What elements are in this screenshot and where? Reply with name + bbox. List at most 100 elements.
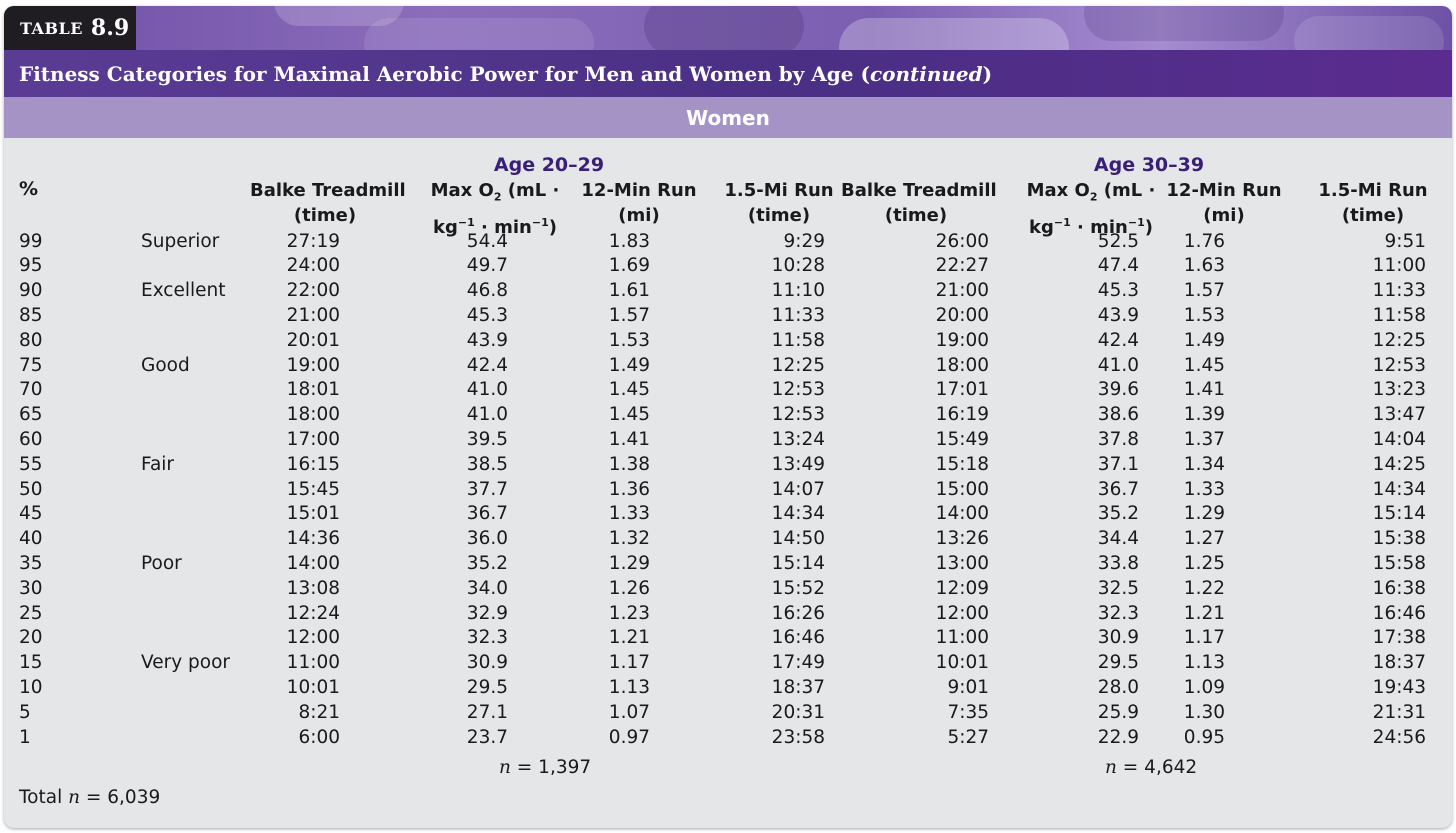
cell-run15-20-29: 14:07 bbox=[771, 478, 825, 500]
cell-balke-30-39: 9:01 bbox=[947, 676, 989, 698]
cell-balke-20-29: 21:00 bbox=[286, 304, 340, 326]
cell-percentile: 10 bbox=[19, 676, 43, 698]
cell-vo2-30-39: 52.5 bbox=[1097, 230, 1139, 252]
cell-run15-20-29: 15:14 bbox=[771, 552, 825, 574]
n-age-20-29: n = 1,397 bbox=[499, 757, 592, 778]
cell-vo2-20-29: 42.4 bbox=[466, 354, 508, 376]
cell-vo2-20-29: 30.9 bbox=[466, 652, 508, 674]
cell-balke-20-29: 16:15 bbox=[286, 453, 340, 475]
cell-vo2-30-39: 22.9 bbox=[1097, 726, 1139, 748]
cell-category: Excellent bbox=[141, 280, 226, 302]
cell-run15-30-39: 14:34 bbox=[1372, 478, 1426, 500]
cell-vo2-20-29: 37.7 bbox=[466, 478, 508, 500]
table-card: TABLE 8.9 Fitness Categories for Maximal… bbox=[4, 6, 1452, 828]
cell-run12-20-29: 0.97 bbox=[608, 726, 650, 748]
cell-vo2-30-39: 33.8 bbox=[1097, 552, 1139, 574]
header-12min-30-39: 12-Min Run (mi) bbox=[1166, 180, 1282, 226]
cell-run12-20-29: 1.53 bbox=[608, 329, 650, 351]
cell-balke-30-39: 22:27 bbox=[935, 255, 989, 277]
cell-balke-20-29: 6:00 bbox=[298, 726, 340, 748]
cell-run12-30-39: 1.30 bbox=[1183, 701, 1225, 723]
cell-vo2-30-39: 39.6 bbox=[1097, 379, 1139, 401]
cell-balke-20-29: 22:00 bbox=[286, 280, 340, 302]
cell-run15-30-39: 15:38 bbox=[1372, 528, 1426, 550]
cell-balke-30-39: 16:19 bbox=[935, 404, 989, 426]
cell-percentile: 40 bbox=[19, 528, 43, 550]
cell-run15-20-29: 11:58 bbox=[771, 329, 825, 351]
header-vo2-20-29: Max O2 (mL · kg−1 · min−1) bbox=[430, 180, 560, 238]
cell-run15-30-39: 16:46 bbox=[1372, 602, 1426, 624]
cell-balke-20-29: 18:00 bbox=[286, 404, 340, 426]
group-label-age-20-29: Age 20–29 bbox=[493, 154, 605, 176]
tag-word: TABLE bbox=[20, 18, 83, 38]
cell-run15-20-29: 14:34 bbox=[771, 503, 825, 525]
cell-vo2-20-29: 41.0 bbox=[466, 379, 508, 401]
cell-balke-20-29: 24:00 bbox=[286, 255, 340, 277]
cell-category: Very poor bbox=[141, 652, 231, 674]
cell-run15-20-29: 10:28 bbox=[771, 255, 825, 277]
cell-run12-30-39: 0.95 bbox=[1183, 726, 1225, 748]
cell-run12-20-29: 1.69 bbox=[608, 255, 650, 277]
cell-vo2-30-39: 43.9 bbox=[1097, 304, 1139, 326]
cell-vo2-20-29: 45.3 bbox=[466, 304, 508, 326]
table-row: 95 24:00 49.7 1.69 10:28 22:27 47.4 1.63 11:00 bbox=[4, 254, 1452, 279]
title-end: ) bbox=[982, 61, 993, 86]
table-row: 99 Superior 27:19 54.4 1.83 9:29 26:00 52.5 1.76… bbox=[4, 230, 1452, 255]
cell-run12-20-29: 1.61 bbox=[608, 280, 650, 302]
cell-run12-20-29: 1.23 bbox=[608, 602, 650, 624]
cell-vo2-20-29: 49.7 bbox=[466, 255, 508, 277]
cell-run12-30-39: 1.49 bbox=[1183, 329, 1225, 351]
cell-run15-20-29: 11:10 bbox=[771, 280, 825, 302]
cell-run12-30-39: 1.33 bbox=[1183, 478, 1225, 500]
table-row: 40 14:36 36.0 1.32 14:50 13:26 34.4 1.27 15:38 bbox=[4, 527, 1452, 552]
cell-run15-30-39: 13:47 bbox=[1372, 404, 1426, 426]
cell-vo2-30-39: 37.8 bbox=[1097, 428, 1139, 450]
cell-run12-20-29: 1.45 bbox=[608, 379, 650, 401]
group-label-age-30-39: Age 30–39 bbox=[1093, 154, 1205, 176]
cell-run15-20-29: 9:29 bbox=[783, 230, 825, 252]
cell-run15-20-29: 12:53 bbox=[771, 379, 825, 401]
cell-run15-30-39: 17:38 bbox=[1372, 627, 1426, 649]
table-row: 55 Fair 16:15 38.5 1.38 13:49 15:18 37.1 1.34 14:… bbox=[4, 453, 1452, 478]
cell-percentile: 70 bbox=[19, 379, 43, 401]
table-row: 50 15:45 37.7 1.36 14:07 15:00 36.7 1.33 14:34 bbox=[4, 478, 1452, 503]
header-15mi-20-29: 1.5-Mi Run (time) bbox=[724, 180, 834, 226]
cell-percentile: 45 bbox=[19, 503, 43, 525]
cell-run12-20-29: 1.07 bbox=[608, 701, 650, 723]
header-vo2-30-39: Max O2 (mL · kg−1 · min−1) bbox=[1026, 180, 1156, 238]
cell-run12-30-39: 1.63 bbox=[1183, 255, 1225, 277]
cell-run12-20-29: 1.38 bbox=[608, 453, 650, 475]
cell-balke-20-29: 15:45 bbox=[286, 478, 340, 500]
cell-balke-20-29: 19:00 bbox=[286, 354, 340, 376]
cell-vo2-30-39: 47.4 bbox=[1097, 255, 1139, 277]
cell-run12-30-39: 1.34 bbox=[1183, 453, 1225, 475]
cell-vo2-30-39: 45.3 bbox=[1097, 280, 1139, 302]
cell-balke-30-39: 5:27 bbox=[947, 726, 989, 748]
table-title: Fitness Categories for Maximal Aerobic P… bbox=[4, 50, 1452, 97]
cell-run15-30-39: 11:33 bbox=[1372, 280, 1426, 302]
cell-run15-20-29: 12:25 bbox=[771, 354, 825, 376]
cell-vo2-30-39: 35.2 bbox=[1097, 503, 1139, 525]
cell-balke-30-39: 12:00 bbox=[935, 602, 989, 624]
cell-vo2-30-39: 38.6 bbox=[1097, 404, 1139, 426]
table-number-tag: TABLE 8.9 bbox=[4, 6, 136, 50]
header-balke-20-29: Balke Treadmill (time) bbox=[250, 180, 406, 226]
cell-run15-20-29: 17:49 bbox=[771, 652, 825, 674]
table-row: 10 10:01 29.5 1.13 18:37 9:01 28.0 1.09 19:43 bbox=[4, 676, 1452, 701]
cell-balke-20-29: 11:00 bbox=[286, 652, 340, 674]
cell-balke-20-29: 27:19 bbox=[286, 230, 340, 252]
cell-vo2-30-39: 30.9 bbox=[1097, 627, 1139, 649]
cell-vo2-30-39: 36.7 bbox=[1097, 478, 1139, 500]
table-row: 45 15:01 36.7 1.33 14:34 14:00 35.2 1.29 15:14 bbox=[4, 502, 1452, 527]
cell-run15-30-39: 11:58 bbox=[1372, 304, 1426, 326]
cell-run12-20-29: 1.26 bbox=[608, 577, 650, 599]
cell-run12-30-39: 1.27 bbox=[1183, 528, 1225, 550]
cell-run12-30-39: 1.39 bbox=[1183, 404, 1225, 426]
cell-vo2-30-39: 32.3 bbox=[1097, 602, 1139, 624]
cell-percentile: 99 bbox=[19, 230, 43, 252]
cell-percentile: 85 bbox=[19, 304, 43, 326]
table-row: 15 Very poor 11:00 30.9 1.17 17:49 10:01 29.5 1.… bbox=[4, 651, 1452, 676]
header-12min-20-29: 12-Min Run (mi) bbox=[581, 180, 697, 226]
cell-balke-20-29: 17:00 bbox=[286, 428, 340, 450]
cell-run15-30-39: 19:43 bbox=[1372, 676, 1426, 698]
